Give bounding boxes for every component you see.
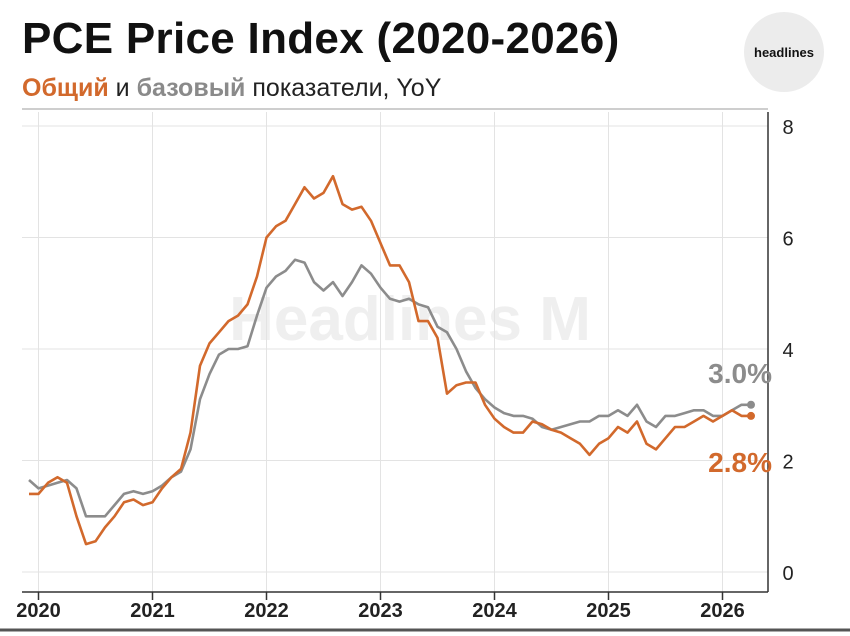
x-tick-label: 2026 <box>700 600 745 622</box>
y-tick-label: 2 <box>782 452 793 474</box>
end-marker-core <box>747 400 755 409</box>
logo-text: headlines <box>754 44 814 60</box>
headlines-logo: headlines <box>744 12 824 92</box>
y-tick-label: 6 <box>782 229 793 251</box>
subtitle-headline: Общий <box>22 74 109 102</box>
x-tick-label: 2024 <box>472 600 517 622</box>
series-line-headline <box>29 174 751 546</box>
watermark-text: Headlines M <box>229 285 591 354</box>
x-tick-label: 2021 <box>130 600 175 622</box>
end-marker-headline <box>747 411 755 420</box>
subtitle-rest: показатели, YoY <box>252 74 442 102</box>
x-tick-label: 2025 <box>586 600 631 622</box>
chart-subtitle: Общий и базовый показатели, YoY <box>22 74 441 103</box>
series-line-core <box>28 258 751 518</box>
x-tick-label: 2020 <box>16 600 61 622</box>
subtitle-and: и <box>115 74 130 102</box>
x-tick-label: 2022 <box>244 600 289 622</box>
end-label-headline: 2.8% <box>708 447 772 478</box>
y-tick-label: 8 <box>782 117 793 139</box>
end-label-core: 3.0% <box>708 358 772 389</box>
y-tick-label: 0 <box>782 563 793 585</box>
x-tick-label: 2023 <box>358 600 403 622</box>
chart-title: PCE Price Index (2020-2026) <box>22 14 620 63</box>
subtitle-core: базовый <box>136 74 246 102</box>
y-tick-label: 4 <box>782 340 793 362</box>
